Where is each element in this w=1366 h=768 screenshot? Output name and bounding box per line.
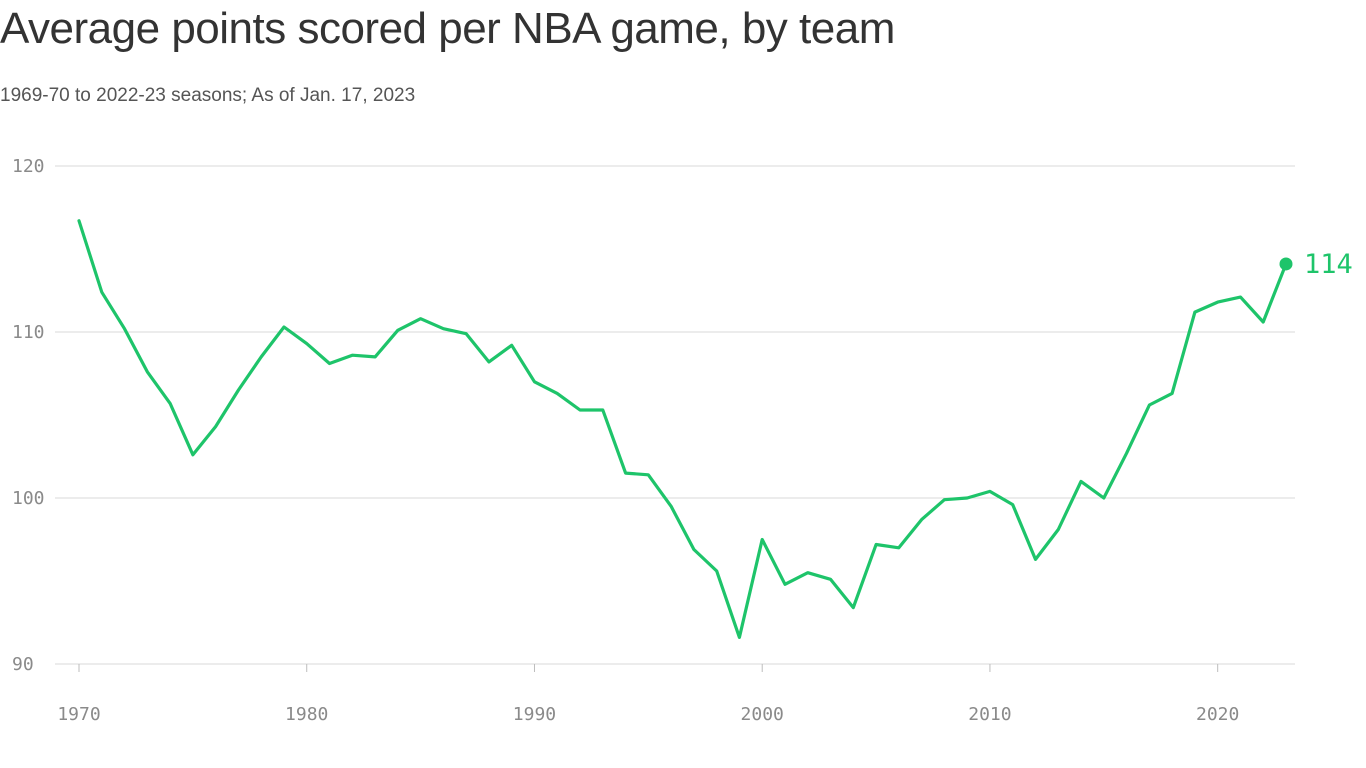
y-tick-label-120: 120 <box>12 156 45 177</box>
y-tick-label-90: 90 <box>12 654 34 675</box>
axis-ticks: 90 100 110 120 1970 1980 1990 2000 2010 2020 <box>12 156 1239 725</box>
y-tick-label-100: 100 <box>12 488 45 509</box>
x-tick-label-1980: 1980 <box>285 704 328 725</box>
series: 114 <box>77 219 1353 640</box>
series-line-0 <box>77 219 1288 640</box>
y-tick-label-110: 110 <box>12 322 45 343</box>
chart-title: Average points scored per NBA game, by t… <box>0 4 895 53</box>
x-tick-label-2000: 2000 <box>741 704 784 725</box>
gridlines <box>55 165 1295 665</box>
x-tick-label-1990: 1990 <box>513 704 556 725</box>
end-point-marker <box>1279 257 1293 271</box>
x-tick-label-2010: 2010 <box>968 704 1011 725</box>
x-tick-label-2020: 2020 <box>1196 704 1239 725</box>
end-value-label: 114 <box>1304 249 1353 280</box>
x-tick-label-1970: 1970 <box>57 704 100 725</box>
chart-subtitle: 1969-70 to 2022-23 seasons; As of Jan. 1… <box>0 85 416 106</box>
